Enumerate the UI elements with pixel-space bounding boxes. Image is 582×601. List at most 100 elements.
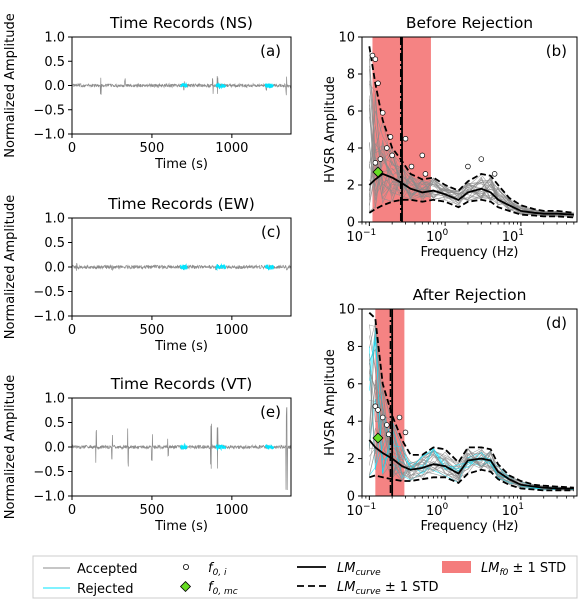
x-tick-label: 1000	[215, 503, 248, 518]
f0i-point	[408, 163, 415, 170]
y-tick-label: 4	[347, 415, 355, 430]
f0i-point	[389, 152, 395, 159]
f0i-point	[478, 156, 485, 162]
legend-f0i-marker	[182, 564, 189, 571]
x-axis-label: Frequency (Hz)	[420, 245, 518, 260]
legend-f0i-label: f0, i	[208, 561, 227, 578]
x-tick-label: 100	[426, 228, 449, 245]
x-tick-label: 500	[140, 503, 165, 518]
plot-area	[72, 75, 291, 96]
x-axis-label: Frequency (Hz)	[420, 519, 518, 534]
y-tick-label: 2	[347, 452, 355, 467]
f0i-point	[402, 429, 409, 436]
y-tick-label: 0.0	[44, 79, 65, 94]
f0i-point	[369, 52, 376, 59]
x-axis-label: Time (s)	[154, 339, 208, 354]
f0mc-point	[372, 432, 384, 444]
y-axis-label: HVSR Amplitude	[323, 76, 338, 183]
y-axis-label: Normalized Amplitude	[3, 195, 18, 339]
f0i-point	[385, 431, 392, 438]
y-tick-label: −0.5	[33, 103, 65, 118]
legend-f0mc-label: f0, mc	[208, 580, 238, 597]
panel-label: (b)	[546, 42, 567, 60]
y-tick-label: −1.0	[33, 490, 65, 505]
f0i-point	[375, 80, 381, 86]
hvsr-window-curve	[369, 151, 574, 216]
panel-label: (a)	[260, 42, 281, 60]
y-axis-label: Normalized Amplitude	[3, 13, 18, 157]
rejected-trace	[264, 83, 274, 89]
plot-area	[368, 309, 574, 496]
y-tick-label: 0.5	[44, 236, 65, 251]
y-tick-label: 0.0	[44, 441, 65, 456]
legend-accepted-label: Accepted	[77, 562, 138, 577]
x-tick-label: 1000	[215, 323, 248, 338]
x-tick-label: 1000	[215, 141, 248, 156]
axes-frame	[361, 36, 578, 223]
legend-lm-label: LMcurve	[337, 561, 381, 578]
panel-d: 0 2 4 6 8 10 10−1 100 101 After Rejection (d) Frequ…	[323, 286, 578, 534]
y-tick-label: 8	[347, 340, 355, 355]
y-tick-label: 1.0	[44, 392, 65, 407]
y-tick-label: 0	[347, 216, 355, 231]
y-tick-label: −1.0	[33, 128, 65, 143]
x-tick-label: 0	[68, 141, 76, 156]
chart-title: After Rejection	[413, 286, 527, 304]
y-tick-label: −0.5	[33, 465, 65, 480]
rejected-trace	[264, 443, 274, 450]
lm-plus-std-curve	[368, 46, 575, 214]
legend-rejected-label: Rejected	[77, 582, 134, 597]
panel-b: 0 2 4 6 8 10 10−1 100 101 Before Rejection (b) Freq…	[323, 14, 578, 260]
chart-title: Time Records (VT)	[110, 375, 253, 393]
legend-f0mc-marker	[179, 580, 192, 593]
f0i-point	[387, 134, 394, 140]
legend: Accepted Rejected f0, i f0, mc LMcurve L…	[32, 555, 578, 599]
y-tick-label: 2	[347, 179, 355, 194]
f0i-point	[384, 145, 390, 151]
x-tick-label: 0	[68, 323, 76, 338]
plot-area	[72, 407, 291, 491]
f0i-point	[377, 156, 384, 162]
hvsr-window-curve	[369, 337, 574, 490]
y-tick-label: 4	[347, 142, 355, 157]
y-tick-label: −1.0	[33, 310, 65, 325]
x-tick-label: 0	[68, 503, 76, 518]
lm-plus-std-curve	[368, 312, 574, 489]
y-tick-label: 0.0	[44, 261, 65, 276]
f0i-point	[465, 163, 471, 170]
panel-label: (e)	[260, 403, 281, 421]
y-tick-label: 10	[338, 31, 355, 46]
rejected-trace	[215, 263, 227, 272]
y-tick-label: 6	[347, 105, 355, 120]
lm-minus-std-curve	[369, 468, 574, 492]
hvsr-window-curve	[369, 104, 574, 218]
x-axis-label: Time (s)	[154, 519, 208, 534]
x-tick-label: 10−1	[346, 228, 376, 245]
f0i-point	[372, 56, 379, 62]
f0i-point	[379, 110, 386, 116]
y-tick-label: 10	[338, 303, 355, 318]
x-tick-label: 500	[140, 141, 165, 156]
legend-band-label: LMf0 ± 1 STD	[481, 561, 566, 578]
y-tick-label: 6	[347, 377, 355, 392]
y-tick-label: 0	[347, 490, 355, 505]
y-tick-label: 1.0	[44, 212, 65, 227]
x-tick-label: 101	[502, 228, 524, 245]
y-tick-label: −0.5	[33, 285, 65, 300]
f0i-point	[419, 152, 426, 159]
rejected-trace	[264, 264, 274, 271]
rejected-trace	[180, 81, 188, 88]
lm-curve	[368, 439, 574, 490]
x-tick-label: 500	[140, 323, 165, 338]
f0i-point	[491, 171, 498, 177]
hvsr-window-curve	[369, 121, 574, 216]
rejected-trace	[180, 263, 188, 271]
y-axis-label: Normalized Amplitude	[3, 375, 18, 519]
lm-minus-std-curve	[368, 198, 574, 219]
lm-curve	[368, 172, 574, 216]
f0i-point	[402, 136, 409, 142]
f0i-point	[422, 171, 429, 177]
x-tick-label: 100	[426, 502, 449, 519]
f0i-point	[396, 414, 403, 421]
legend-lmstd-label: LMcurve ± 1 STD	[337, 580, 438, 597]
